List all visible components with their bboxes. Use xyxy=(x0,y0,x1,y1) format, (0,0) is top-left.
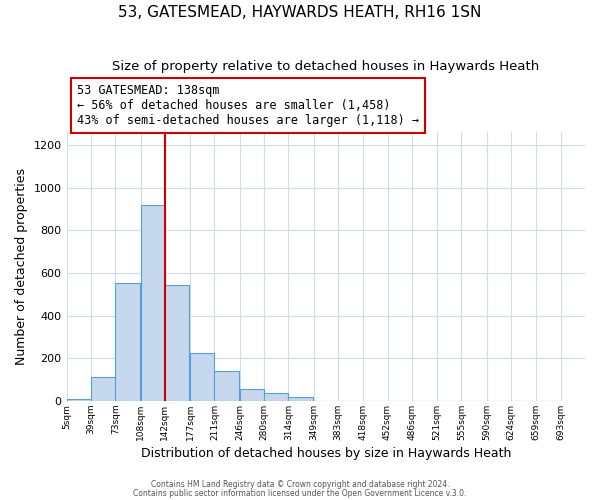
Bar xyxy=(91,378,115,401)
Bar xyxy=(264,394,289,401)
Bar xyxy=(214,371,239,401)
Text: 53, GATESMEAD, HAYWARDS HEATH, RH16 1SN: 53, GATESMEAD, HAYWARDS HEATH, RH16 1SN xyxy=(118,5,482,20)
Y-axis label: Number of detached properties: Number of detached properties xyxy=(15,168,28,365)
Bar xyxy=(115,282,140,401)
Bar xyxy=(165,285,190,401)
Bar xyxy=(239,389,264,401)
Text: Contains HM Land Registry data © Crown copyright and database right 2024.: Contains HM Land Registry data © Crown c… xyxy=(151,480,449,489)
Bar xyxy=(140,205,165,401)
Bar xyxy=(67,399,91,401)
Bar xyxy=(190,353,214,401)
Title: Size of property relative to detached houses in Haywards Heath: Size of property relative to detached ho… xyxy=(112,60,539,73)
Bar xyxy=(289,396,313,401)
X-axis label: Distribution of detached houses by size in Haywards Heath: Distribution of detached houses by size … xyxy=(140,447,511,460)
Text: Contains public sector information licensed under the Open Government Licence v.: Contains public sector information licen… xyxy=(133,488,467,498)
Text: 53 GATESMEAD: 138sqm
← 56% of detached houses are smaller (1,458)
43% of semi-de: 53 GATESMEAD: 138sqm ← 56% of detached h… xyxy=(77,84,419,127)
